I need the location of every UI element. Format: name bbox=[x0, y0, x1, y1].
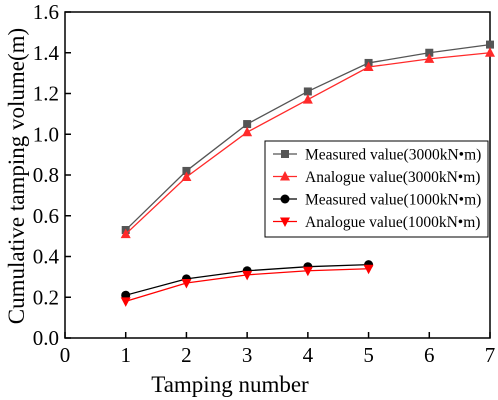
data-point-triangle-up bbox=[120, 228, 131, 239]
y-tick-label: 1.0 bbox=[33, 122, 59, 146]
data-point-triangle-down bbox=[302, 266, 313, 277]
legend-item: Measured value(3000kN•m) bbox=[273, 147, 481, 164]
x-tick-label: 4 bbox=[303, 343, 314, 367]
data-point-triangle-down bbox=[363, 264, 374, 275]
x-tick-label: 0 bbox=[60, 343, 71, 367]
y-axis-ticks: 0.0 0.2 0.4 0.6 0.8 1.0 1.2 1.4 1.6 bbox=[33, 0, 71, 350]
data-point-triangle-up bbox=[424, 53, 435, 63]
y-tick-label: 0.0 bbox=[33, 326, 59, 350]
data-point-square bbox=[303, 87, 312, 96]
x-axis-ticks: 0 1 2 3 4 5 6 7 bbox=[60, 332, 496, 367]
data-point-square bbox=[425, 48, 434, 57]
legend-item: Analogue value(3000kN•m) bbox=[273, 169, 480, 186]
data-point-square bbox=[281, 150, 289, 158]
data-point-triangle-down bbox=[242, 270, 253, 281]
data-point-triangle-down bbox=[181, 278, 192, 289]
y-tick-label: 1.4 bbox=[33, 41, 60, 65]
data-point-triangle-up bbox=[485, 47, 495, 57]
legend-label: Analogue value(1000kN•m) bbox=[305, 214, 480, 231]
series-4 bbox=[120, 264, 374, 307]
data-point-triangle-up bbox=[280, 171, 290, 181]
data-point-triangle-up bbox=[242, 126, 253, 137]
y-tick-label: 0.8 bbox=[33, 163, 59, 187]
data-point-triangle-up bbox=[302, 94, 313, 104]
legend: Measured value(3000kN•m) Analogue value(3… bbox=[264, 140, 489, 238]
x-tick-label: 5 bbox=[363, 343, 374, 367]
data-point-square bbox=[243, 120, 252, 129]
data-point-triangle-down bbox=[120, 297, 131, 307]
series-2 bbox=[120, 47, 495, 239]
legend-label: Measured value(3000kN•m) bbox=[305, 147, 481, 164]
x-tick-label: 2 bbox=[181, 343, 192, 367]
y-tick-label: 1.6 bbox=[33, 0, 59, 24]
series-layer bbox=[120, 40, 495, 307]
y-tick-label: 0.2 bbox=[33, 285, 59, 309]
data-point-square bbox=[182, 166, 191, 175]
x-tick-label: 3 bbox=[242, 343, 253, 367]
y-tick-label: 0.6 bbox=[33, 204, 59, 228]
data-point-triangle-up bbox=[181, 171, 192, 182]
x-tick-label: 7 bbox=[485, 343, 496, 367]
data-point-square bbox=[486, 40, 494, 49]
x-tick-label: 1 bbox=[120, 343, 131, 367]
x-tick-label: 6 bbox=[424, 343, 435, 367]
legend-label: Measured value(1000kN•m) bbox=[305, 192, 481, 209]
legend-item: Analogue value(1000kN•m) bbox=[273, 214, 480, 231]
x-axis-label: Tamping number bbox=[151, 372, 309, 397]
legend-label: Analogue value(3000kN•m) bbox=[305, 169, 480, 186]
data-point-circle bbox=[280, 194, 290, 204]
y-tick-label: 1.2 bbox=[33, 82, 59, 106]
data-point-triangle-down bbox=[280, 217, 290, 227]
data-point-triangle-up bbox=[363, 61, 374, 72]
y-axis-label: Cumulative tamping volume(m) bbox=[4, 28, 29, 324]
legend-box bbox=[264, 140, 489, 238]
y-tick-label: 0.4 bbox=[33, 245, 60, 269]
legend-item: Measured value(1000kN•m) bbox=[273, 192, 481, 209]
